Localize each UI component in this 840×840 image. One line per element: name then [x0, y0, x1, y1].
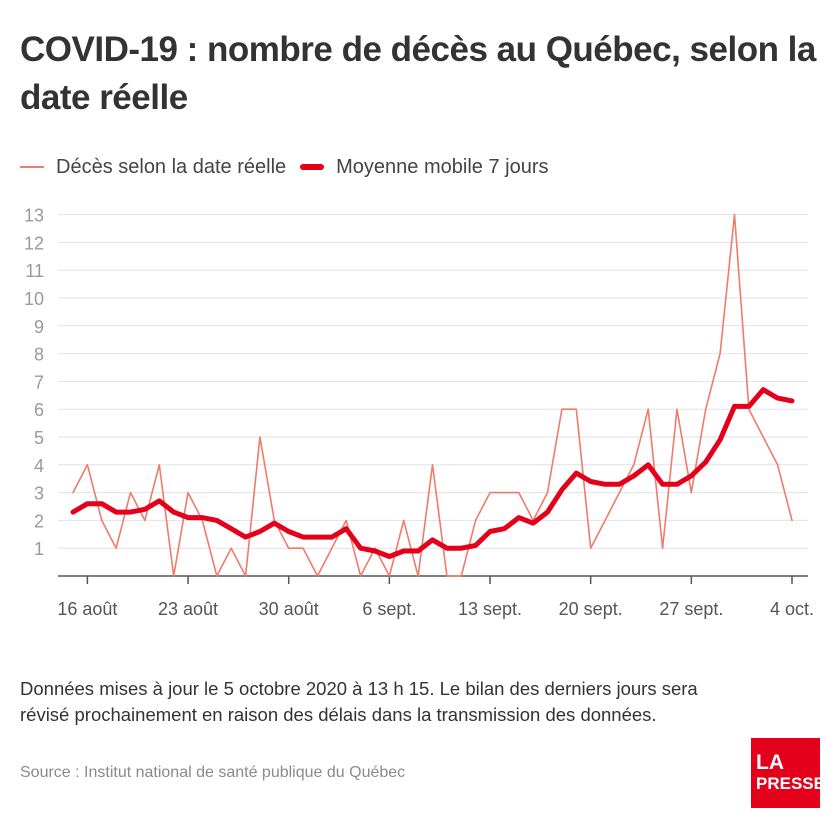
x-tick-label: 27 sept.	[659, 599, 723, 619]
x-tick-label: 13 sept.	[458, 599, 522, 619]
series-line-daily-deaths	[72, 213, 793, 577]
grid-lines	[58, 214, 808, 549]
x-tick-label: 6 sept.	[362, 599, 416, 619]
y-tick-label: 9	[34, 317, 44, 337]
legend-item-average: Moyenne mobile 7 jours	[300, 156, 548, 179]
legend-label-average: Moyenne mobile 7 jours	[336, 155, 549, 178]
y-tick-label: 11	[25, 261, 44, 281]
source-credit: Source : Institut national de santé publ…	[20, 764, 406, 781]
chart-title: COVID-19 : nombre de décès au Québec, se…	[20, 30, 816, 117]
legend-swatch-daily	[20, 166, 44, 168]
y-tick-label: 6	[34, 400, 44, 420]
legend: Décès selon la date réelle Moyenne mobil…	[20, 154, 562, 180]
y-tick-label: 13	[24, 206, 44, 226]
x-tick-label: 23 août	[158, 599, 218, 619]
x-tick-label: 30 août	[259, 599, 319, 619]
x-tick-label: 20 sept.	[559, 599, 623, 619]
legend-item-daily: Décès selon la date réelle	[20, 156, 286, 179]
y-tick-label: 1	[34, 539, 44, 559]
legend-label-daily: Décès selon la date réelle	[56, 155, 287, 178]
y-tick-label: 8	[34, 345, 44, 365]
x-tick-label: 4 oct.	[770, 599, 814, 619]
x-axis-ticks: 16 août 23 août 30 août 6 sept. 13 sept. 20 s…	[57, 576, 814, 619]
series-lines	[70, 213, 795, 577]
y-tick-label: 10	[24, 289, 44, 309]
y-tick-label: 12	[24, 233, 44, 253]
footnote: Données mises à jour le 5 octobre 2020 à…	[20, 678, 698, 725]
y-tick-label: 7	[34, 372, 44, 392]
la-presse-logo: LA PRESSE	[751, 738, 825, 808]
series-line-7-day-average	[70, 387, 795, 559]
y-tick-label: 2	[34, 511, 44, 531]
y-tick-label: 5	[34, 428, 44, 448]
y-tick-label: 3	[34, 484, 44, 504]
x-tick-label: 16 août	[57, 599, 117, 619]
y-tick-label: 4	[34, 456, 44, 476]
logo-line-1: LA	[756, 751, 784, 774]
logo-line-2: PRESSE	[756, 774, 825, 793]
legend-swatch-average	[300, 164, 325, 170]
